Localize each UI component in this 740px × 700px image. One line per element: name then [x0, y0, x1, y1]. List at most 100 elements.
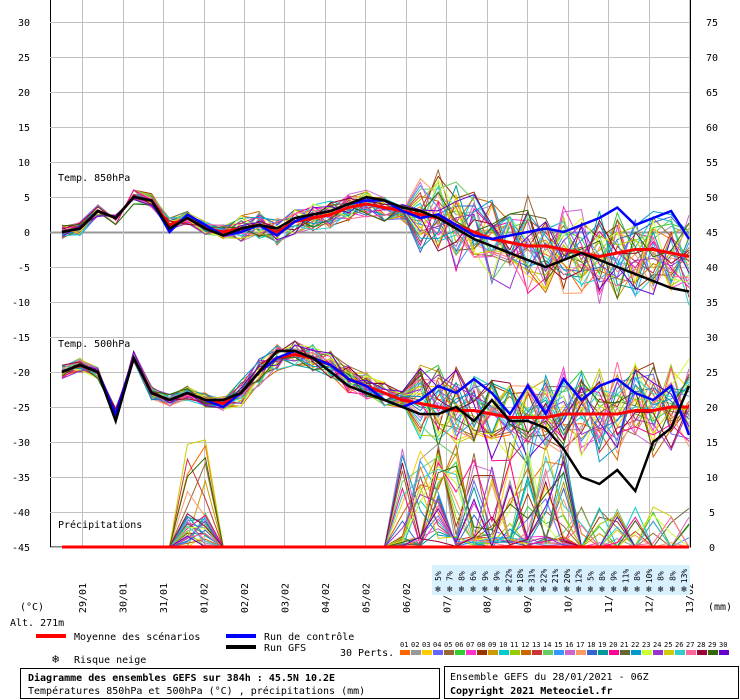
pert-legend-number: 25 [664, 641, 672, 649]
pert-legend-swatch [697, 650, 707, 655]
pert-legend-number: 05 [444, 641, 452, 649]
pert-legend-swatch [576, 650, 586, 655]
pert-legend-number: 30 [719, 641, 727, 649]
pert-legend-number: 09 [488, 641, 496, 649]
x-tick-label: 12/02 [645, 583, 656, 613]
pert-legend-number: 14 [543, 641, 551, 649]
pert-legend-number: 07 [466, 641, 474, 649]
snow-risk-value: 7% [446, 571, 455, 581]
pert-legend-number: 23 [642, 641, 650, 649]
x-tick-label: 13/02 [685, 583, 696, 613]
series-line-t500 [61, 349, 691, 494]
altitude-label: Alt. 271m [10, 618, 64, 629]
pert-legend-number: 18 [587, 641, 595, 649]
x-tick-label: 10/02 [564, 583, 575, 613]
x-tick-label: 29/01 [78, 583, 89, 613]
pert-legend-swatch [719, 650, 729, 655]
snowflake-icon: ❄ [552, 585, 558, 595]
right-tick-label: 65 [706, 88, 718, 99]
pert-legend-swatch [653, 650, 663, 655]
x-tick-label: 04/02 [321, 583, 332, 613]
snowflake-icon: ❄ [529, 585, 535, 595]
snowflake-icon: ❄ [588, 585, 594, 595]
snow-risk-value: 18% [516, 569, 525, 584]
x-tick-label: 05/02 [361, 583, 372, 613]
pert-legend-number: 12 [521, 641, 529, 649]
pert-legend-swatch [686, 650, 696, 655]
snow-risk-band [432, 565, 690, 595]
pert-legend-number: 27 [686, 641, 694, 649]
pert-legend-number: 10 [499, 641, 507, 649]
snowflake-icon: ❄ [681, 585, 687, 595]
right-tick-label: 60 [706, 123, 718, 134]
x-tick-label: 31/01 [159, 583, 170, 613]
pert-legend-swatch [400, 650, 410, 655]
snow-risk-value: 8% [668, 571, 677, 581]
snow-risk-value: 20% [563, 569, 572, 584]
ensemble-precip-line [62, 449, 689, 548]
pert-legend-swatch [565, 650, 575, 655]
snowflake-icon: ❄ [517, 585, 523, 595]
left-tick-label: 0 [24, 228, 30, 239]
snowflake-icon: ❄ [482, 585, 488, 595]
pert-legend-number: 29 [708, 641, 716, 649]
pert-legend-swatch [411, 650, 421, 655]
ensemble-precip-line [62, 455, 689, 549]
pert-legend-number: 16 [565, 641, 573, 649]
pert-legend-number: 19 [598, 641, 606, 649]
snowflake-icon: ❄ [564, 585, 570, 595]
left-tick-label: 20 [18, 88, 30, 99]
ensemble-member-line [61, 344, 690, 464]
snow-risk-value: 12% [575, 569, 584, 584]
left-tick-label: -35 [12, 473, 30, 484]
snow-risk-value: 13% [680, 569, 689, 584]
legend-gfs-label: Run GFS [264, 643, 306, 654]
x-axis-ticks: 29/01 30/01 31/01 01/02 02/02 03/02 04/02 05/02… [78, 583, 696, 613]
pert-legend-swatch [433, 650, 443, 655]
snowflake-icon: ❄ [459, 585, 465, 595]
perturbation-legend: 01 02 03 04 05 06 07 08 09 10 11 12 13 14 15 16 17 18 19 20… [400, 641, 729, 655]
footer-info-box [444, 666, 739, 699]
ensemble-member-line [61, 178, 690, 284]
chart-subtitle: Températures 850hPa et 500hPa (°C) , pré… [28, 685, 365, 697]
snowflake-icon: ❄ [541, 585, 547, 595]
legend-perts-label: 30 Perts. [340, 648, 394, 659]
pert-legend-swatch [488, 650, 498, 655]
snow-risk-value: 31% [528, 569, 537, 584]
pert-legend-swatch [642, 650, 652, 655]
x-tick-label: 02/02 [240, 583, 251, 613]
snowflake-icon: ❄ [494, 585, 500, 595]
left-tick-label: 15 [18, 123, 30, 134]
run-info: Ensemble GEFS du 28/01/2021 - 06Z [450, 672, 649, 683]
plot-grid [50, 0, 691, 548]
pert-legend-swatch [477, 650, 487, 655]
pert-legend-number: 17 [576, 641, 584, 649]
x-tick-label: 09/02 [523, 583, 534, 613]
pert-legend-number: 28 [697, 641, 705, 649]
pert-legend-number: 13 [532, 641, 540, 649]
snow-risk-value: 8% [598, 571, 607, 581]
right-tick-label: 55 [706, 158, 718, 169]
right-tick-label: 20 [706, 403, 718, 414]
snow-risk-value: 9% [610, 571, 619, 581]
left-tick-label: 5 [24, 193, 30, 204]
series-line-t850 [61, 195, 690, 293]
pert-legend-swatch [466, 650, 476, 655]
pert-legend-swatch [510, 650, 520, 655]
snow-risk-value: 9% [481, 571, 490, 581]
panel-label-t850: Temp. 850hPa [58, 173, 130, 184]
right-tick-label: 30 [706, 333, 718, 344]
pert-legend-number: 26 [675, 641, 683, 649]
ensemble-precip-line [62, 458, 689, 548]
ensemble-precip-line [62, 461, 690, 548]
left-unit-label: (°C) [20, 602, 44, 613]
x-tick-label: 06/02 [402, 583, 413, 613]
left-tick-label: -10 [12, 298, 30, 309]
right-tick-label: 5 [709, 508, 715, 519]
right-tick-label: 25 [706, 368, 718, 379]
legend-snow-label: Risque neige [74, 655, 146, 666]
pert-legend-swatch [554, 650, 564, 655]
pert-legend-swatch [675, 650, 685, 655]
pert-legend-swatch [444, 650, 454, 655]
